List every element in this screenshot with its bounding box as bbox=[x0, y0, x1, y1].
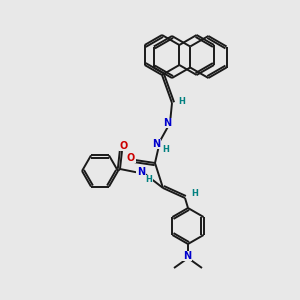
Text: N: N bbox=[152, 139, 160, 149]
Text: O: O bbox=[127, 153, 135, 163]
Text: H: H bbox=[163, 146, 170, 154]
Text: H: H bbox=[192, 190, 198, 199]
Text: H: H bbox=[178, 97, 185, 106]
Text: N: N bbox=[137, 167, 145, 177]
Text: N: N bbox=[163, 118, 171, 128]
Text: O: O bbox=[120, 141, 128, 151]
Text: N: N bbox=[183, 251, 191, 261]
Text: H: H bbox=[146, 176, 152, 184]
